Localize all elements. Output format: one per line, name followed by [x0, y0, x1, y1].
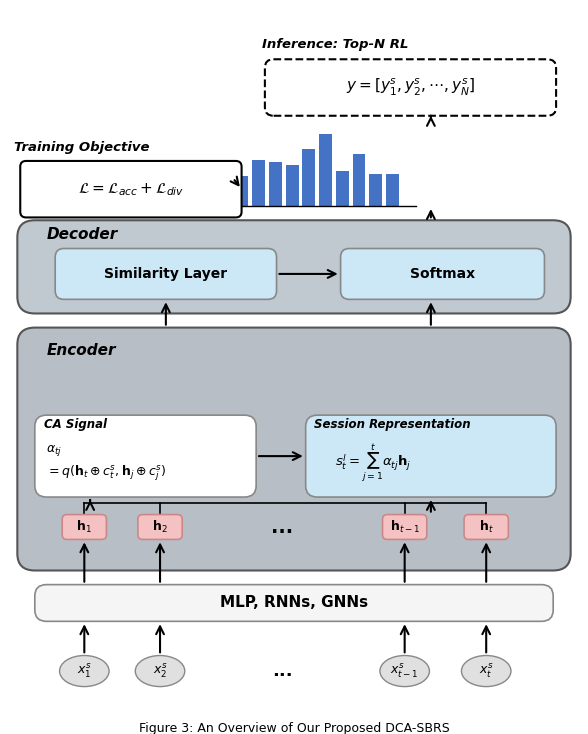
- Bar: [236, 176, 249, 206]
- FancyBboxPatch shape: [340, 249, 544, 299]
- Bar: [386, 174, 399, 206]
- Bar: [319, 134, 332, 206]
- Text: $x_t^s$: $x_t^s$: [479, 662, 493, 680]
- Text: Encoder: Encoder: [46, 344, 116, 358]
- Ellipse shape: [462, 655, 511, 686]
- Text: $\mathbf{h}_2$: $\mathbf{h}_2$: [152, 519, 168, 535]
- Text: $= q(\mathbf{h}_t \oplus c_t^s, \mathbf{h}_j \oplus c_j^s)$: $= q(\mathbf{h}_t \oplus c_t^s, \mathbf{…: [46, 464, 167, 483]
- Text: Session Representation: Session Representation: [315, 418, 471, 431]
- Text: $\mathbf{h}_{t-1}$: $\mathbf{h}_{t-1}$: [390, 519, 420, 535]
- Text: ...: ...: [271, 517, 293, 537]
- Ellipse shape: [380, 655, 429, 686]
- Text: Figure 3: An Overview of Our Proposed DCA-SBRS: Figure 3: An Overview of Our Proposed DC…: [139, 722, 449, 734]
- FancyBboxPatch shape: [62, 515, 106, 539]
- Text: $y = [y_1^s, y_2^s, \cdots, y_N^s]$: $y = [y_1^s, y_2^s, \cdots, y_N^s]$: [346, 77, 475, 98]
- Text: $\mathbf{h}_1$: $\mathbf{h}_1$: [76, 519, 92, 535]
- Bar: [336, 170, 349, 206]
- Bar: [302, 148, 315, 206]
- FancyBboxPatch shape: [464, 515, 509, 539]
- FancyBboxPatch shape: [35, 415, 256, 497]
- FancyBboxPatch shape: [35, 584, 553, 622]
- Text: $\mathcal{L} = \mathcal{L}_{acc} + \mathcal{L}_{div}$: $\mathcal{L} = \mathcal{L}_{acc} + \math…: [78, 181, 184, 197]
- Ellipse shape: [59, 655, 109, 686]
- Text: Softmax: Softmax: [410, 267, 475, 281]
- FancyBboxPatch shape: [265, 59, 556, 116]
- Bar: [269, 162, 282, 206]
- Ellipse shape: [135, 655, 185, 686]
- FancyBboxPatch shape: [55, 249, 276, 299]
- Text: $x_{t-1}^s$: $x_{t-1}^s$: [390, 662, 419, 680]
- Text: MLP, RNNs, GNNs: MLP, RNNs, GNNs: [220, 595, 368, 611]
- Text: $\alpha_{tj}$: $\alpha_{tj}$: [46, 443, 62, 458]
- Text: $s_t^l = \sum_{j=1}^{t} \alpha_{tj} \mathbf{h}_j$: $s_t^l = \sum_{j=1}^{t} \alpha_{tj} \mat…: [335, 443, 411, 484]
- Text: CA Signal: CA Signal: [44, 418, 106, 431]
- Text: Inference: Top-N RL: Inference: Top-N RL: [262, 37, 409, 51]
- FancyBboxPatch shape: [17, 327, 571, 570]
- FancyBboxPatch shape: [17, 220, 571, 313]
- Text: $\mathbf{h}_t$: $\mathbf{h}_t$: [479, 519, 493, 535]
- Text: $x_2^s$: $x_2^s$: [153, 662, 168, 680]
- Bar: [369, 174, 382, 206]
- Text: Decoder: Decoder: [46, 227, 118, 242]
- Bar: [353, 153, 365, 206]
- Bar: [286, 165, 299, 206]
- Text: Training Objective: Training Objective: [15, 141, 150, 154]
- Text: Similarity Layer: Similarity Layer: [104, 267, 228, 281]
- FancyBboxPatch shape: [138, 515, 182, 539]
- Bar: [252, 159, 265, 206]
- FancyBboxPatch shape: [20, 161, 242, 217]
- FancyBboxPatch shape: [306, 415, 556, 497]
- Text: ...: ...: [272, 662, 293, 680]
- Text: $x_1^s$: $x_1^s$: [77, 662, 92, 680]
- FancyBboxPatch shape: [383, 515, 427, 539]
